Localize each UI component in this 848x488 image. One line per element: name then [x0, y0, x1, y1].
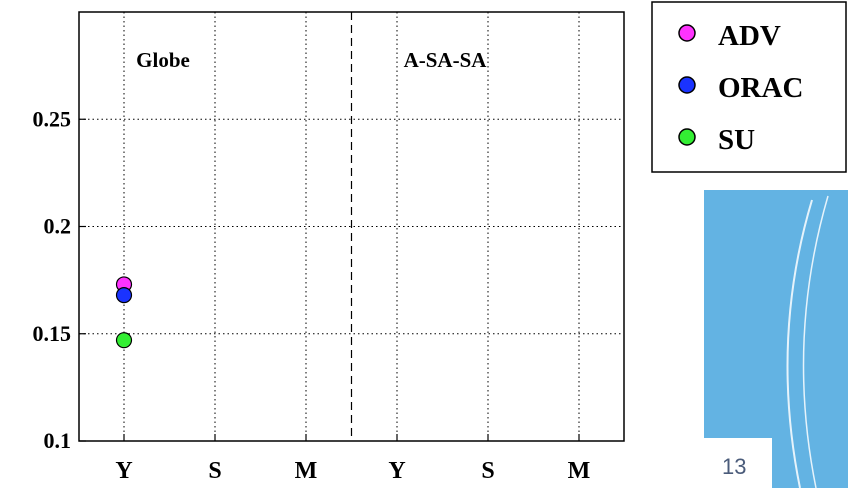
y-tick-label: 0.15: [33, 321, 72, 346]
x-tick-label: Y: [388, 458, 405, 484]
data-point-su: [115, 332, 133, 349]
y-tick-label: 0.25: [33, 106, 72, 131]
x-tick-label: M: [295, 458, 318, 484]
y-tick-label: 0.1: [44, 428, 72, 453]
panel-label: Globe: [136, 48, 190, 72]
legend-marker: [678, 128, 696, 146]
x-tick-label: S: [481, 458, 494, 484]
slide-number: 13: [722, 454, 747, 479]
legend-marker: [678, 24, 696, 42]
slide-decoration: [704, 190, 848, 488]
data-point-orac: [115, 287, 133, 304]
x-tick-label: Y: [115, 458, 132, 484]
panel-label: A-SA-SA: [404, 48, 488, 72]
legend-label: ADV: [718, 20, 781, 52]
y-tick-label: 0.2: [44, 214, 72, 239]
x-tick-label: M: [568, 458, 591, 484]
legend-marker: [678, 76, 696, 94]
legend-label: SU: [718, 124, 755, 156]
x-tick-label: S: [208, 458, 221, 484]
legend: ADV ORAC SU: [651, 1, 847, 173]
legend-label: ORAC: [718, 72, 803, 104]
plot-area: 0.1 0.15 0.2 0.25 Y S M Y S M Globe A-SA-SA: [33, 11, 625, 484]
